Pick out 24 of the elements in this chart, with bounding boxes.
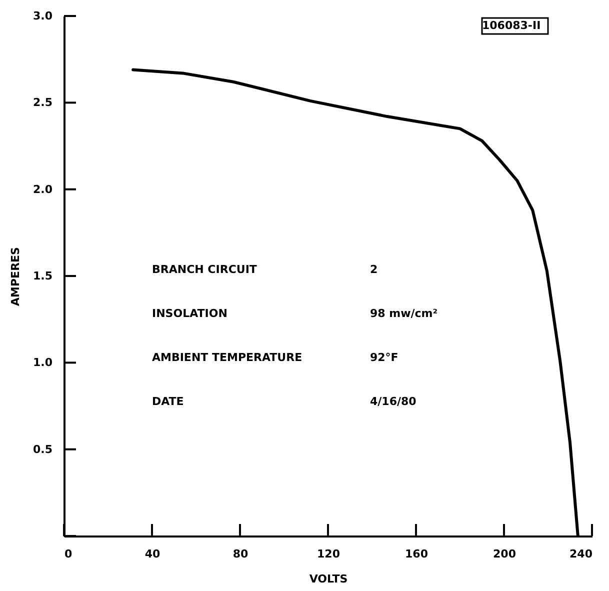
annotation: DATE xyxy=(152,395,184,408)
x-axis-title: VOLTS xyxy=(309,572,348,586)
x-tick-label: 40 xyxy=(144,548,160,560)
y-tick-label: 2.0 xyxy=(33,182,53,196)
annotation: INSOLATION xyxy=(152,307,228,320)
x-tick-label: 80 xyxy=(232,548,248,560)
y-tick-label: 1.5 xyxy=(33,270,52,282)
x-tick-label: 240 xyxy=(570,548,593,560)
x-tick-label: 120 xyxy=(317,548,340,560)
annotation: BRANCH CIRCUIT xyxy=(152,263,258,276)
x-tick-label: 160 xyxy=(405,548,428,560)
annotation: 92°F xyxy=(370,351,398,364)
y-tick-label: 1.0 xyxy=(33,356,53,370)
annotation: 2 xyxy=(370,263,378,276)
annotation: 4/16/80 xyxy=(370,395,417,408)
x-tick-label: 0 xyxy=(64,548,72,560)
y-tick-label: 2.5 xyxy=(33,96,52,110)
annotation: AMBIENT TEMPERATURE xyxy=(152,351,302,364)
x-tick-label: 200 xyxy=(493,548,516,560)
y-tick-label: 0.5 xyxy=(33,442,52,456)
y-tick-label: 3.0 xyxy=(33,10,53,22)
annotation: 106083-II xyxy=(482,19,541,32)
y-axis-title: AMPERES xyxy=(9,246,22,306)
annotation: 98 mw/cm² xyxy=(370,307,438,320)
